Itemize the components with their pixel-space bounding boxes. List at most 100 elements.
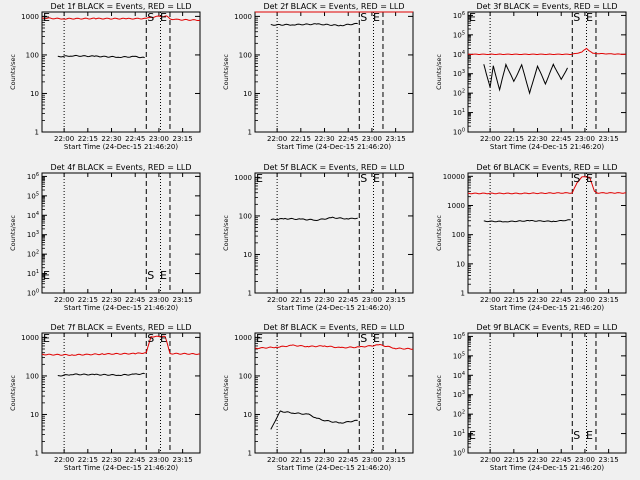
x-tick-label: 23:15 — [599, 456, 619, 464]
y-axis-label: Counts/sec — [222, 375, 230, 411]
panel-det-5: Det 5f BLACK = Events, RED = LLD 22:00 22:… — [222, 163, 414, 312]
x-axis-label: Start Time (24-Dec-15 21:46:20) — [277, 143, 391, 151]
lld-series-line — [467, 47, 627, 56]
x-axis-label: Start Time (24-Dec-15 21:46:20) — [490, 143, 604, 151]
x-axis-label: Start Time (24-Dec-15 21:46:20) — [64, 143, 178, 151]
events-series-line — [270, 216, 358, 222]
y-tick-label: 1 — [248, 129, 252, 137]
y-axis-label: Counts/sec — [9, 215, 17, 251]
y-tick-label: 104 — [453, 50, 465, 59]
events-series-line — [270, 410, 358, 430]
x-tick-label: 22:45 — [125, 135, 145, 143]
x-tick-label: 23:15 — [386, 296, 406, 304]
x-axis-label: Start Time (24-Dec-15 21:46:20) — [490, 304, 604, 312]
x-tick-label: 22:00 — [267, 296, 287, 304]
y-tick-label: 105 — [453, 351, 465, 360]
panel-det-9: Det 9f BLACK = Events, RED = LLD 22:00 22:… — [435, 323, 627, 472]
x-tick-label: 22:45 — [338, 296, 358, 304]
y-tick-label: 10 — [30, 90, 39, 98]
y-tick-label: 100 — [239, 212, 252, 220]
end-marker-label: E — [160, 269, 167, 282]
x-tick-label: 23:15 — [599, 296, 619, 304]
x-tick-label: 23:00 — [149, 456, 169, 464]
plot-frame — [254, 172, 414, 294]
y-tick-label: 100 — [453, 128, 465, 137]
edge-marker-label: E — [256, 172, 263, 185]
edge-marker-label: E — [43, 332, 50, 345]
x-tick-label: 22:30 — [314, 296, 334, 304]
x-tick-label: 23:15 — [173, 456, 193, 464]
end-marker-label: E — [160, 11, 167, 24]
x-tick-label: 22:15 — [291, 456, 311, 464]
end-marker-label: E — [586, 429, 593, 442]
edge-marker-label: E — [469, 11, 476, 24]
plot-frame — [41, 172, 201, 294]
events-series-line — [57, 54, 145, 59]
chart-title: Det 3f BLACK = Events, RED = LLD — [476, 2, 617, 11]
chart-title: Det 1f BLACK = Events, RED = LLD — [50, 2, 191, 11]
panel-det-2: Det 2f BLACK = Events, RED = LLD 22:00 22:… — [222, 2, 414, 151]
chart-title: Det 2f BLACK = Events, RED = LLD — [263, 2, 404, 11]
x-tick-label: 22:45 — [125, 456, 145, 464]
edge-marker-label: E — [43, 11, 50, 24]
x-tick-label: 22:45 — [338, 135, 358, 143]
lld-series-line — [254, 343, 414, 350]
y-tick-label: 1000 — [234, 13, 252, 21]
end-marker-label: E — [160, 332, 167, 345]
x-tick-label: 22:00 — [267, 456, 287, 464]
y-tick-label: 1000 — [21, 13, 39, 21]
x-tick-label: 22:30 — [314, 135, 334, 143]
start-marker-label: S — [573, 11, 580, 24]
chart-title: Det 9f BLACK = Events, RED = LLD — [476, 323, 617, 332]
y-tick-label: 105 — [27, 191, 39, 200]
chart-title: Det 4f BLACK = Events, RED = LLD — [50, 163, 191, 172]
x-tick-label: 22:30 — [101, 296, 121, 304]
x-tick-label: 23:00 — [149, 135, 169, 143]
x-tick-label: 22:00 — [480, 456, 500, 464]
lld-series-line — [41, 335, 200, 356]
y-tick-label: 10 — [243, 90, 252, 98]
lld-series-line — [467, 176, 626, 195]
plot-frame — [467, 11, 627, 133]
y-tick-label: 10000 — [443, 173, 465, 181]
x-tick-label: 23:00 — [362, 296, 382, 304]
x-axis-label: Start Time (24-Dec-15 21:46:20) — [277, 304, 391, 312]
x-tick-label: 22:15 — [504, 456, 524, 464]
x-tick-label: 22:00 — [480, 135, 500, 143]
y-tick-label: 1 — [248, 290, 252, 298]
x-tick-label: 22:00 — [54, 296, 74, 304]
x-tick-label: 22:30 — [314, 456, 334, 464]
panel-det-3: Det 3f BLACK = Events, RED = LLD 22:00 22:… — [435, 2, 627, 151]
y-tick-label: 103 — [453, 69, 465, 78]
y-tick-label: 10 — [243, 411, 252, 419]
y-tick-label: 1 — [461, 290, 465, 298]
start-marker-label: S — [147, 269, 154, 282]
x-tick-label: 23:00 — [575, 296, 595, 304]
y-tick-label: 101 — [453, 429, 465, 438]
x-tick-label: 23:00 — [575, 135, 595, 143]
y-tick-label: 101 — [453, 108, 465, 117]
x-tick-label: 23:15 — [386, 135, 406, 143]
x-tick-label: 22:00 — [54, 135, 74, 143]
x-tick-label: 22:00 — [54, 456, 74, 464]
y-tick-label: 106 — [453, 332, 465, 341]
x-tick-label: 22:30 — [527, 456, 547, 464]
y-tick-label: 103 — [453, 390, 465, 399]
x-tick-label: 23:15 — [173, 296, 193, 304]
y-tick-label: 1 — [35, 129, 39, 137]
y-axis-label: Counts/sec — [9, 54, 17, 90]
x-tick-label: 22:15 — [291, 296, 311, 304]
y-tick-label: 103 — [27, 230, 39, 239]
lld-series-line — [41, 15, 201, 21]
y-tick-label: 100 — [239, 372, 252, 380]
x-tick-label: 22:45 — [125, 296, 145, 304]
y-tick-label: 105 — [453, 30, 465, 39]
y-axis-label: Counts/sec — [435, 54, 443, 90]
x-tick-label: 22:15 — [504, 296, 524, 304]
edge-marker-label: E — [43, 269, 50, 282]
end-marker-label: E — [586, 172, 593, 185]
plot-frame — [254, 332, 414, 454]
y-tick-label: 101 — [27, 269, 39, 278]
x-tick-label: 22:15 — [504, 135, 524, 143]
